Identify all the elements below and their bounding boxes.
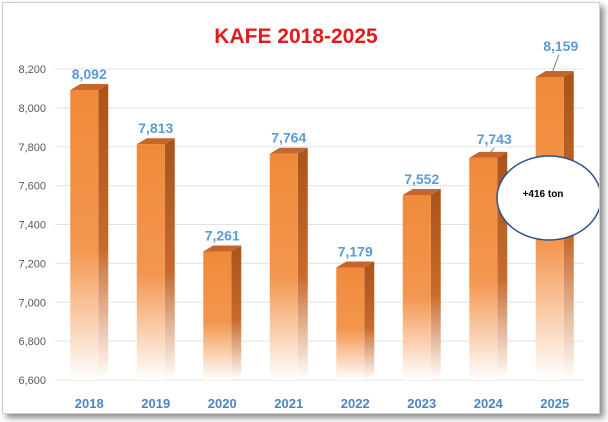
- value-label: 8,092: [72, 66, 107, 82]
- y-tick-label: 7,600: [18, 181, 46, 193]
- bar-top: [203, 245, 242, 252]
- bar-top: [269, 147, 308, 154]
- bar-top: [402, 188, 441, 195]
- value-label: 7,552: [404, 171, 439, 187]
- value-label: 8,159: [543, 38, 578, 54]
- bar-front: [136, 144, 165, 380]
- y-axis-ticks: 6,600 6,800 7,000 7,200 7,400 7,600 7,800 8,000…: [18, 64, 46, 387]
- bar-side: [231, 245, 242, 380]
- bar-top: [70, 83, 109, 90]
- bar-top: [136, 138, 175, 145]
- y-tick-label: 7,800: [18, 142, 46, 154]
- chart-title: KAFE 2018-2025: [214, 25, 378, 48]
- bar-2023: [402, 188, 441, 380]
- annotation: +416 ton: [496, 155, 599, 241]
- bar-2024: [469, 151, 508, 380]
- y-tick-label: 8,200: [18, 64, 46, 76]
- y-tick-label: 7,000: [18, 297, 46, 309]
- y-tick-label: 6,600: [18, 375, 46, 387]
- bar-front: [402, 194, 431, 380]
- bar-side: [430, 188, 441, 380]
- x-tick-label: 2020: [208, 396, 237, 411]
- bar-side: [98, 83, 109, 381]
- y-tick-label: 7,400: [18, 220, 46, 232]
- bar-2018: [70, 83, 109, 381]
- bar-front: [203, 251, 232, 380]
- bar-2019: [136, 138, 175, 380]
- value-label: 7,743: [477, 131, 512, 147]
- bar-side: [164, 138, 175, 380]
- bar-top: [535, 70, 574, 77]
- annotation-text: +416 ton: [523, 189, 564, 200]
- chart-frame: 6,600 6,800 7,000 7,200 7,400 7,600 7,800 8,000…: [2, 2, 600, 414]
- y-tick-label: 8,000: [18, 103, 46, 115]
- bar-2021: [269, 147, 308, 380]
- x-tick-label: 2025: [540, 396, 569, 411]
- value-leader-line: [552, 54, 560, 72]
- bar-2020: [203, 245, 242, 380]
- bar-front: [70, 89, 99, 381]
- x-tick-label: 2021: [274, 396, 303, 411]
- value-label: 7,179: [338, 243, 373, 259]
- value-labels: 8,092 7,813 7,261 7,764 7,179 7,552 7,743 8,159: [72, 38, 579, 259]
- x-tick-label: 2019: [141, 396, 170, 411]
- bar-chart: 6,600 6,800 7,000 7,200 7,400 7,600 7,800 8,000…: [18, 25, 599, 411]
- bar-side: [364, 261, 375, 380]
- bar-front: [469, 157, 498, 380]
- x-tick-label: 2024: [474, 396, 504, 411]
- value-label: 7,764: [271, 130, 306, 146]
- y-tick-label: 7,200: [18, 258, 46, 270]
- x-axis-labels: 2018 2019 2020 2021 2022 2023 2024 2025: [75, 396, 569, 411]
- value-label: 7,813: [138, 120, 173, 136]
- bar-front: [336, 267, 365, 380]
- bars: [70, 70, 574, 381]
- value-label: 7,261: [205, 228, 240, 244]
- x-tick-label: 2023: [407, 396, 436, 411]
- bar-front: [269, 153, 298, 380]
- x-tick-label: 2018: [75, 396, 104, 411]
- value-leader-line: [487, 147, 495, 156]
- annotation-ellipse: [496, 155, 599, 241]
- bar-2022: [336, 261, 375, 380]
- bar-top: [336, 261, 375, 268]
- bar-side: [297, 147, 308, 380]
- x-tick-label: 2022: [341, 396, 370, 411]
- y-tick-label: 6,800: [18, 336, 46, 348]
